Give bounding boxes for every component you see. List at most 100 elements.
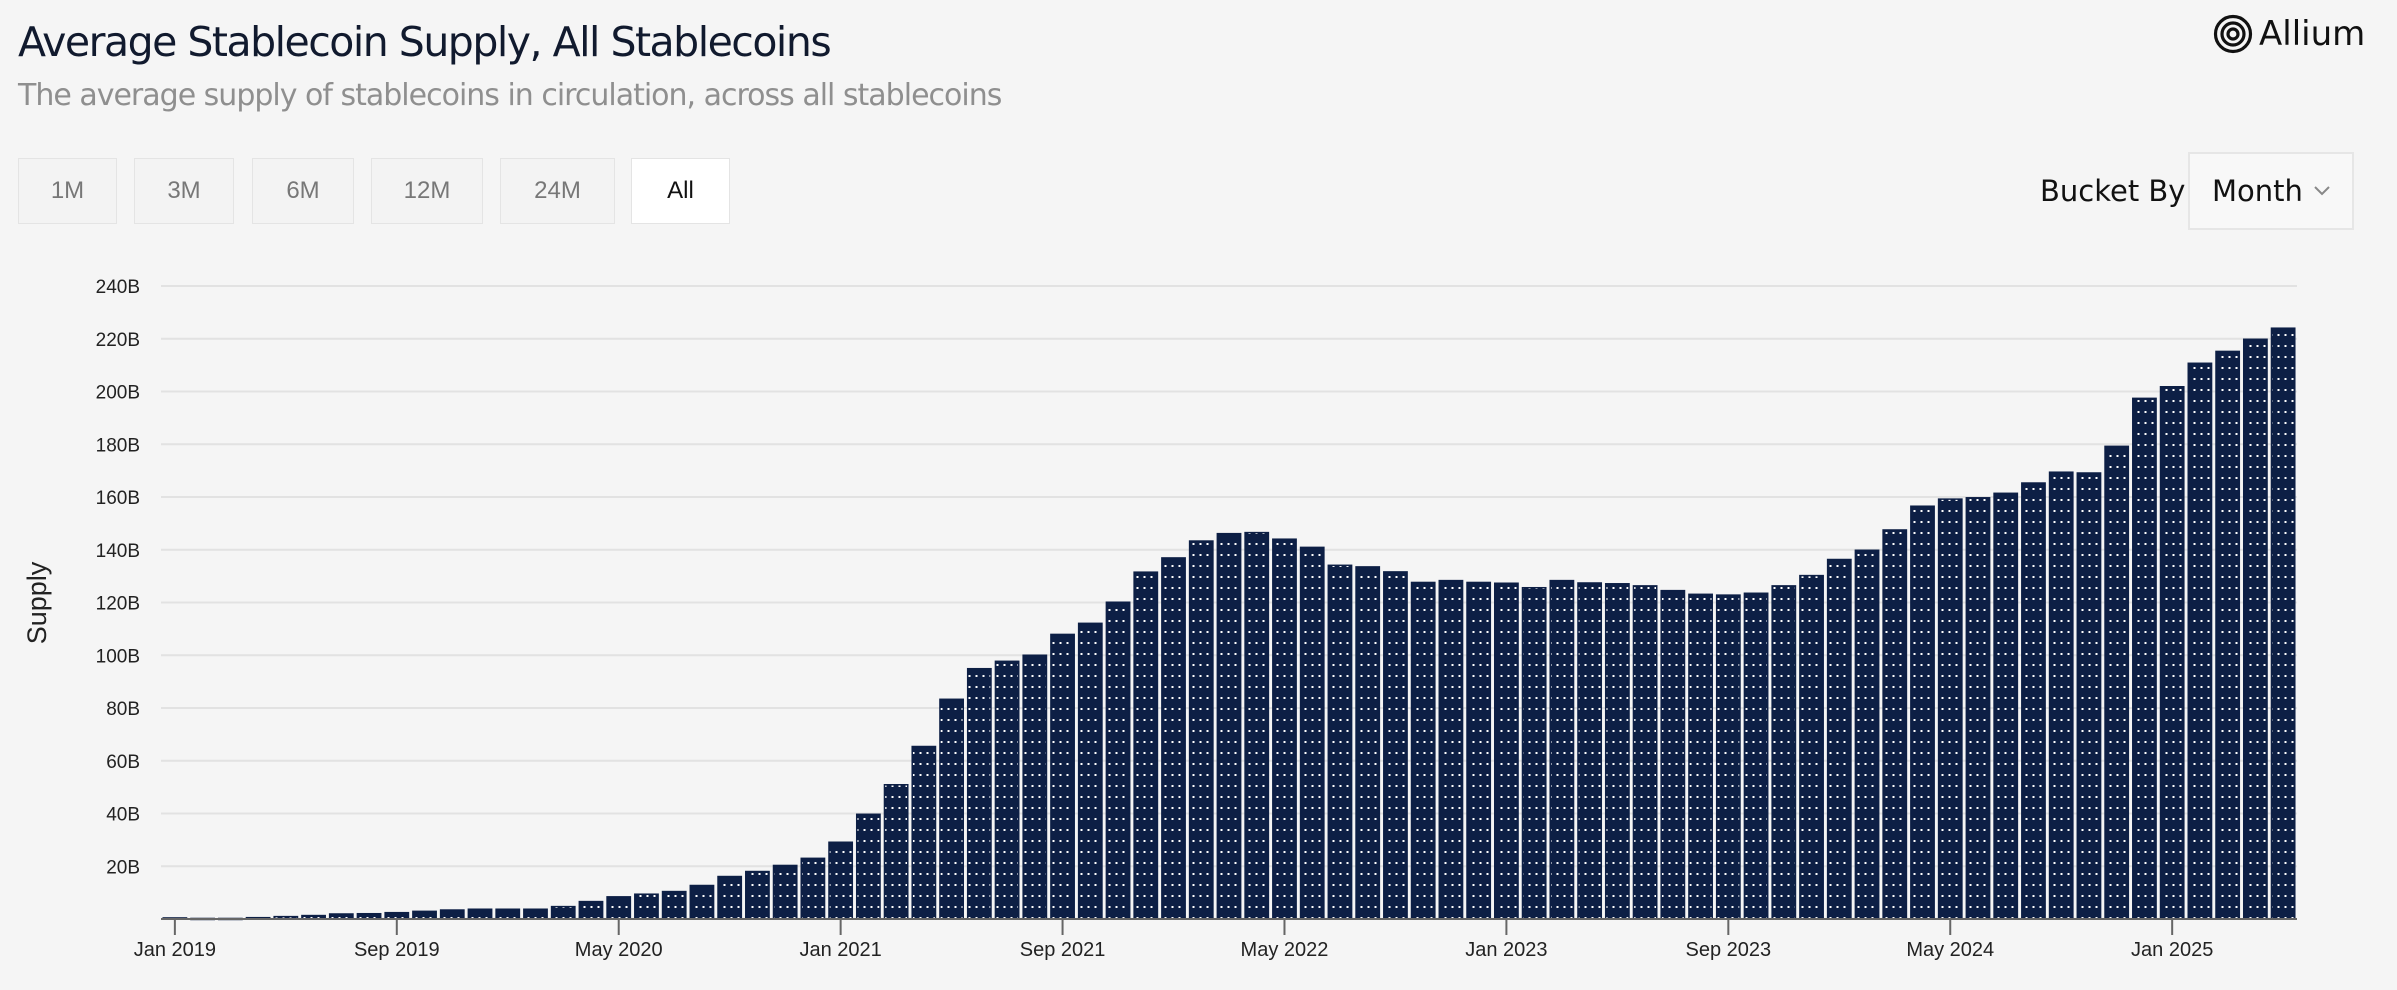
bar[interactable] (1327, 564, 1353, 920)
bar[interactable] (1882, 529, 1908, 920)
bar[interactable] (467, 908, 493, 920)
x-tick-label: Jan 2025 (2131, 939, 2213, 961)
page-subtitle: The average supply of stablecoins in cir… (18, 78, 1002, 113)
bar[interactable] (578, 900, 604, 920)
bar[interactable] (1660, 589, 1686, 920)
logo-text: Allium (2259, 14, 2366, 54)
bar[interactable] (1022, 654, 1048, 920)
bar[interactable] (2021, 482, 2046, 920)
bar[interactable] (1216, 532, 1242, 920)
bar[interactable] (1854, 549, 1880, 920)
range-button-all[interactable]: All (631, 158, 730, 224)
bar[interactable] (1910, 505, 1935, 920)
bar[interactable] (1438, 579, 1464, 920)
bar[interactable] (550, 905, 576, 920)
range-button-3m[interactable]: 3M (134, 158, 234, 224)
range-button-12m[interactable]: 12M (371, 158, 483, 224)
bar[interactable] (634, 893, 659, 920)
y-tick-label: 160B (96, 488, 140, 509)
bucket-dropdown[interactable]: Month (2188, 152, 2354, 230)
bar[interactable] (994, 660, 1020, 920)
bar[interactable] (1410, 581, 1436, 920)
bar[interactable] (772, 864, 798, 920)
bar[interactable] (717, 875, 743, 920)
bar[interactable] (1272, 538, 1297, 920)
bar[interactable] (412, 910, 437, 920)
x-tick-label: May 2024 (1906, 939, 1994, 961)
bar[interactable] (828, 841, 854, 920)
bucket-by-label: Bucket By (2040, 174, 2186, 208)
bar[interactable] (1494, 582, 1519, 920)
x-tick-label: Sep 2021 (1020, 939, 1106, 961)
y-tick-label: 80B (106, 699, 140, 720)
bar[interactable] (1105, 601, 1131, 920)
bar[interactable] (911, 745, 937, 920)
bar[interactable] (2187, 362, 2213, 920)
bar[interactable] (2132, 397, 2157, 920)
bar[interactable] (689, 884, 715, 920)
bar[interactable] (1577, 582, 1603, 920)
bar[interactable] (1050, 633, 1075, 920)
bar[interactable] (1244, 531, 1270, 920)
bar[interactable] (1077, 622, 1103, 920)
allium-logo: Allium (2213, 14, 2365, 54)
bar[interactable] (1383, 571, 1408, 920)
bar[interactable] (2104, 445, 2130, 920)
x-tick-label: Jan 2019 (134, 939, 216, 961)
bar[interactable] (1688, 593, 1713, 920)
range-button-24m[interactable]: 24M (500, 158, 615, 224)
y-tick-label: 240B (96, 277, 140, 298)
x-tick-label: May 2020 (575, 939, 663, 961)
bar[interactable] (1299, 546, 1325, 920)
bar[interactable] (1355, 566, 1381, 920)
bar[interactable] (495, 908, 521, 920)
bar[interactable] (1632, 585, 1658, 920)
bar[interactable] (1743, 592, 1769, 920)
bar[interactable] (2242, 338, 2268, 920)
bar[interactable] (1771, 585, 1797, 920)
x-tick-label: May 2022 (1241, 939, 1329, 961)
bar[interactable] (439, 909, 465, 920)
bar[interactable] (1604, 583, 1630, 920)
bar[interactable] (2270, 327, 2296, 920)
bar[interactable] (661, 890, 687, 920)
bar[interactable] (1161, 557, 1186, 920)
y-axis-label: Supply (22, 561, 52, 644)
bar[interactable] (1133, 571, 1159, 920)
y-tick-label: 40B (106, 805, 140, 826)
y-tick-label: 140B (96, 541, 140, 562)
bucket-selected: Month (2212, 174, 2303, 208)
bar[interactable] (1993, 492, 2019, 920)
bar[interactable] (523, 908, 548, 920)
bar[interactable] (2076, 472, 2102, 920)
range-button-6m[interactable]: 6M (252, 158, 354, 224)
allium-rings-icon (2213, 14, 2253, 54)
bar[interactable] (855, 813, 881, 920)
range-button-1m[interactable]: 1M (18, 158, 117, 224)
bar[interactable] (939, 698, 964, 920)
bar[interactable] (800, 857, 826, 920)
bar[interactable] (883, 784, 909, 920)
bar[interactable] (606, 896, 632, 920)
bar[interactable] (1799, 574, 1824, 920)
bar[interactable] (1826, 558, 1852, 920)
bar[interactable] (2048, 471, 2074, 920)
y-tick-label: 20B (106, 857, 140, 878)
x-tick-label: Jan 2023 (1465, 939, 1547, 961)
bar[interactable] (2159, 386, 2185, 920)
bar[interactable] (1466, 581, 1492, 920)
bar[interactable] (745, 870, 770, 920)
chevron-down-icon (2314, 186, 2330, 196)
bar[interactable] (2215, 350, 2241, 920)
y-tick-label: 220B (96, 330, 140, 351)
bar[interactable] (1521, 586, 1547, 920)
bar[interactable] (1965, 497, 1991, 920)
page-title: Average Stablecoin Supply, All Stablecoi… (18, 18, 832, 66)
bar[interactable] (1188, 540, 1214, 920)
bar[interactable] (1715, 594, 1741, 920)
bar[interactable] (966, 667, 992, 920)
bar[interactable] (1549, 579, 1575, 920)
bar[interactable] (1937, 498, 1963, 920)
y-tick-label: 180B (96, 435, 140, 456)
